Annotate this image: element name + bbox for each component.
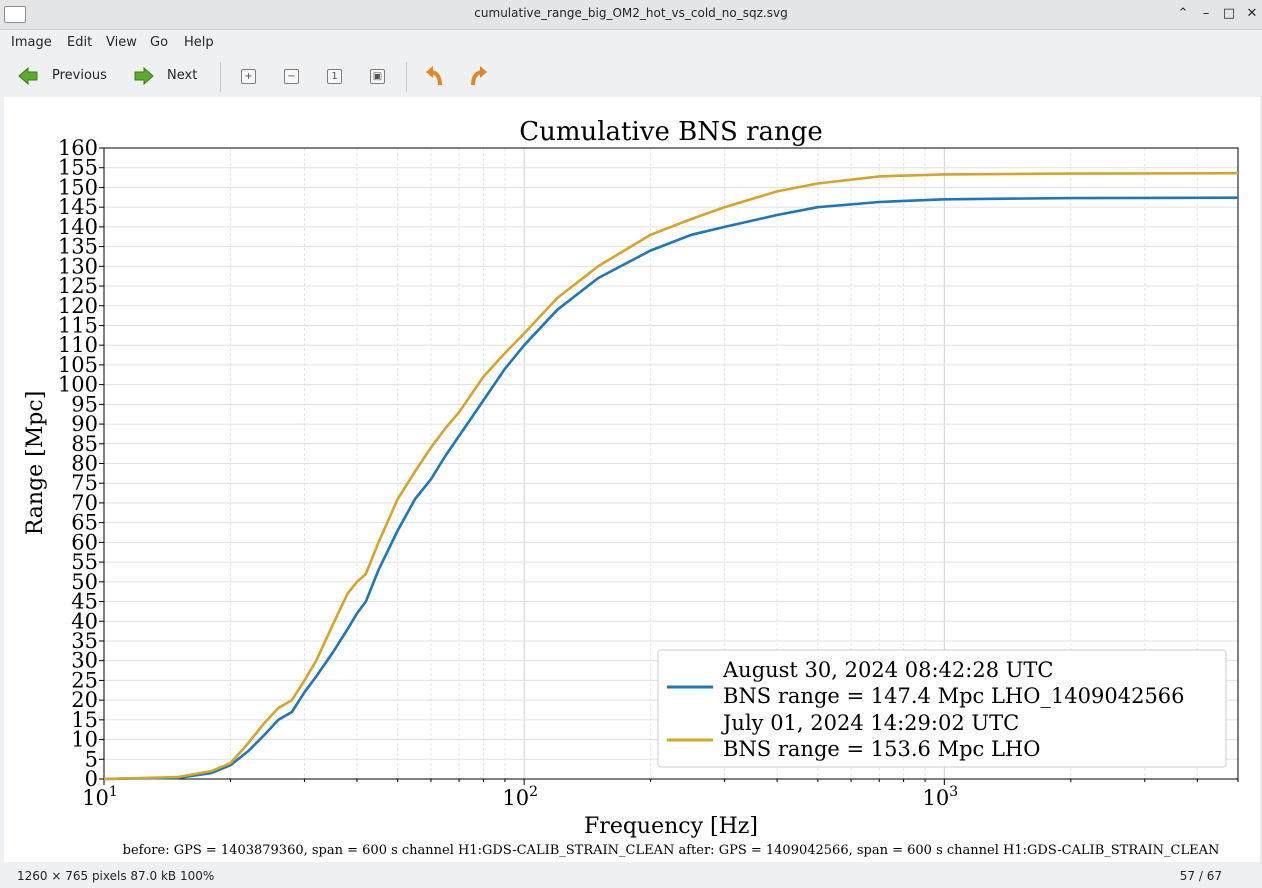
series-line-0 <box>103 196 1239 781</box>
toolbar-separator <box>406 62 407 92</box>
menu-go[interactable]: Go <box>150 35 169 50</box>
y-tick-label: 95 <box>71 392 98 416</box>
chart-footer-note: before: GPS = 1403879360, span = 600 s c… <box>123 843 1220 858</box>
legend-entry-1-line2: BNS range = 153.6 Mpc LHO <box>723 737 1040 761</box>
rotate-right-icon[interactable] <box>467 64 489 88</box>
y-tick-label: 90 <box>71 412 98 436</box>
minimize-icon[interactable]: – <box>1202 6 1210 21</box>
image-position: 57 / 67 <box>1179 869 1222 883</box>
y-tick-label: 110 <box>58 333 98 357</box>
y-tick-label: 15 <box>71 708 98 732</box>
legend-box <box>657 649 1227 768</box>
toolbar: Previous Next + − 1 ▣ <box>0 56 1262 96</box>
legend-entry-0-line1: August 30, 2024 08:42:28 UTC <box>722 658 1054 682</box>
y-tick-label: 100 <box>58 373 98 397</box>
x-axis-label: Frequency [Hz] <box>584 814 758 839</box>
chart-series <box>103 171 1239 781</box>
y-tick-label: 0 <box>85 767 98 791</box>
image-info: 1260 × 765 pixels 87.0 kB 100% <box>17 869 215 883</box>
y-axis-label: Range [Mpc] <box>23 391 48 536</box>
toolbar-separator <box>220 62 221 92</box>
zoom-in-icon[interactable]: + <box>241 69 256 84</box>
legend-entry-0-line2: BNS range = 147.4 Mpc LHO_1409042566 <box>723 684 1185 708</box>
image-viewport[interactable]: 0 5 10 15 20 25 30 35 40 45 50 55 60 65 70 75 80 85 90 95 10… <box>4 97 1260 862</box>
menu-view[interactable]: View <box>106 35 137 50</box>
status-bar: 1260 × 765 pixels 87.0 kB 100% 57 / 67 <box>0 865 1262 888</box>
window-title: cumulative_range_big_OM2_hot_vs_cold_no_… <box>474 6 788 20</box>
zoom-fit-icon[interactable]: ▣ <box>370 69 385 84</box>
y-tick-label: 75 <box>71 471 98 495</box>
y-tick-label: 20 <box>71 688 98 712</box>
y-tick-label: 35 <box>71 629 98 653</box>
previous-button[interactable]: Previous <box>52 68 107 83</box>
menu-image[interactable]: Image <box>11 35 52 50</box>
y-tick-label: 5 <box>85 747 98 771</box>
menu-bar: Image Edit View Go Help <box>0 30 1262 55</box>
chart-axes: 0510152025303540455055606570758085909510… <box>58 136 1239 810</box>
title-bar: cumulative_range_big_OM2_hot_vs_cold_no_… <box>0 0 1262 30</box>
series-line-1 <box>103 171 1239 781</box>
y-tick-label: 120 <box>58 294 98 318</box>
y-tick-label: 50 <box>71 570 98 594</box>
y-tick-label: 155 <box>58 156 98 180</box>
chart-title: Cumulative BNS range <box>519 117 823 147</box>
plot-frame <box>103 147 1239 780</box>
arrow-right-icon[interactable] <box>133 64 155 88</box>
y-tick-label: 85 <box>71 432 98 456</box>
chevron-up-icon[interactable]: ⌃ <box>1177 6 1189 21</box>
y-tick-label: 70 <box>71 491 98 515</box>
menu-help[interactable]: Help <box>184 35 214 50</box>
zoom-original-icon[interactable]: 1 <box>327 69 342 84</box>
zoom-out-icon[interactable]: − <box>284 69 299 84</box>
y-tick-label: 125 <box>58 274 98 298</box>
x-tick-label: 102 <box>502 784 538 810</box>
y-tick-label: 80 <box>71 452 98 476</box>
y-tick-label: 55 <box>71 550 98 574</box>
y-tick-label: 25 <box>71 668 98 692</box>
y-tick-label: 105 <box>58 353 98 377</box>
y-tick-label: 65 <box>71 511 98 535</box>
next-button[interactable]: Next <box>167 68 198 83</box>
x-tick-label: 101 <box>82 784 118 810</box>
y-tick-label: 115 <box>58 313 98 337</box>
arrow-left-icon[interactable] <box>17 64 39 88</box>
y-tick-label: 60 <box>71 530 98 554</box>
y-tick-label: 10 <box>71 728 98 752</box>
y-tick-label: 140 <box>58 215 98 239</box>
legend-entry-1-line1: July 01, 2024 14:29:02 UTC <box>721 711 1019 735</box>
y-tick-label: 30 <box>71 649 98 673</box>
close-icon[interactable]: ✕ <box>1246 6 1258 21</box>
cumulative-range-chart: 0510152025303540455055606570758085909510… <box>23 117 1239 858</box>
rotate-left-icon[interactable] <box>424 64 446 88</box>
x-tick-label: 103 <box>922 784 958 810</box>
y-tick-label: 145 <box>58 195 98 219</box>
y-tick-label: 40 <box>71 609 98 633</box>
y-tick-label: 160 <box>58 136 98 160</box>
y-tick-label: 135 <box>58 235 98 259</box>
maximize-icon[interactable]: □ <box>1222 6 1236 21</box>
y-tick-label: 150 <box>58 175 98 199</box>
app-icon <box>4 6 26 23</box>
y-tick-label: 130 <box>58 254 98 278</box>
y-tick-label: 45 <box>71 590 98 614</box>
menu-edit[interactable]: Edit <box>67 35 93 50</box>
